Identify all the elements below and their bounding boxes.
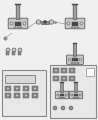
Bar	[69, 68, 75, 73]
FancyBboxPatch shape	[65, 18, 85, 29]
Bar	[41, 21, 49, 24]
Bar	[63, 97, 65, 98]
Circle shape	[54, 69, 58, 72]
Circle shape	[79, 58, 82, 61]
Bar	[72, 58, 78, 61]
Bar	[71, 62, 74, 64]
Circle shape	[10, 22, 13, 25]
Bar	[60, 94, 64, 96]
Circle shape	[15, 87, 19, 90]
FancyBboxPatch shape	[73, 5, 77, 19]
Bar	[5, 86, 11, 91]
Bar	[86, 68, 94, 76]
Circle shape	[34, 87, 36, 90]
Circle shape	[79, 94, 81, 96]
Circle shape	[69, 106, 73, 110]
Circle shape	[70, 77, 74, 80]
FancyBboxPatch shape	[16, 5, 20, 19]
Bar	[61, 76, 67, 81]
Bar	[53, 76, 59, 81]
FancyBboxPatch shape	[2, 70, 46, 116]
Circle shape	[6, 94, 10, 97]
Bar	[77, 97, 79, 98]
Circle shape	[12, 48, 16, 52]
FancyBboxPatch shape	[50, 65, 96, 118]
Bar	[15, 21, 21, 26]
Circle shape	[57, 94, 59, 96]
Bar	[23, 93, 29, 98]
Bar	[77, 27, 79, 28]
Circle shape	[24, 87, 28, 90]
Bar	[74, 94, 78, 96]
Circle shape	[23, 22, 26, 25]
Bar	[72, 3, 78, 5]
FancyBboxPatch shape	[55, 91, 69, 99]
Bar	[77, 62, 79, 64]
Bar	[13, 52, 15, 54]
Bar	[20, 27, 22, 28]
Bar	[74, 82, 78, 83]
Circle shape	[44, 21, 46, 24]
Circle shape	[63, 77, 65, 80]
Circle shape	[63, 69, 65, 72]
Circle shape	[34, 94, 36, 97]
Circle shape	[70, 69, 74, 72]
Circle shape	[61, 106, 65, 110]
FancyBboxPatch shape	[73, 44, 77, 56]
Circle shape	[54, 77, 58, 80]
Bar	[74, 62, 76, 64]
Circle shape	[53, 106, 57, 110]
Circle shape	[6, 48, 10, 52]
Circle shape	[6, 87, 10, 90]
FancyBboxPatch shape	[8, 18, 28, 29]
Circle shape	[80, 22, 83, 25]
Bar	[32, 93, 38, 98]
FancyBboxPatch shape	[61, 83, 63, 92]
Circle shape	[49, 20, 54, 24]
Bar	[53, 68, 59, 73]
Bar	[60, 82, 64, 83]
Bar	[61, 97, 63, 98]
Bar	[32, 86, 38, 91]
Circle shape	[18, 48, 22, 52]
Bar	[69, 76, 75, 81]
Bar	[73, 97, 75, 98]
Bar	[14, 93, 20, 98]
Circle shape	[67, 22, 70, 25]
FancyBboxPatch shape	[67, 55, 83, 64]
Circle shape	[71, 94, 73, 96]
Bar	[73, 43, 77, 44]
Bar	[61, 68, 67, 73]
Bar	[5, 75, 35, 83]
Bar	[74, 27, 76, 28]
Bar	[75, 97, 77, 98]
Bar	[17, 27, 19, 28]
Bar	[72, 21, 78, 26]
FancyBboxPatch shape	[69, 91, 83, 99]
Bar	[5, 93, 11, 98]
Bar	[23, 86, 29, 91]
Circle shape	[24, 94, 28, 97]
Bar	[6, 52, 10, 54]
Bar	[14, 86, 20, 91]
Circle shape	[36, 20, 41, 24]
Bar	[71, 27, 73, 28]
Bar	[14, 27, 16, 28]
Bar	[15, 3, 21, 5]
Circle shape	[68, 58, 71, 61]
FancyBboxPatch shape	[75, 83, 77, 92]
Circle shape	[65, 94, 67, 96]
Bar	[19, 52, 21, 54]
Bar	[59, 97, 61, 98]
Circle shape	[15, 94, 19, 97]
